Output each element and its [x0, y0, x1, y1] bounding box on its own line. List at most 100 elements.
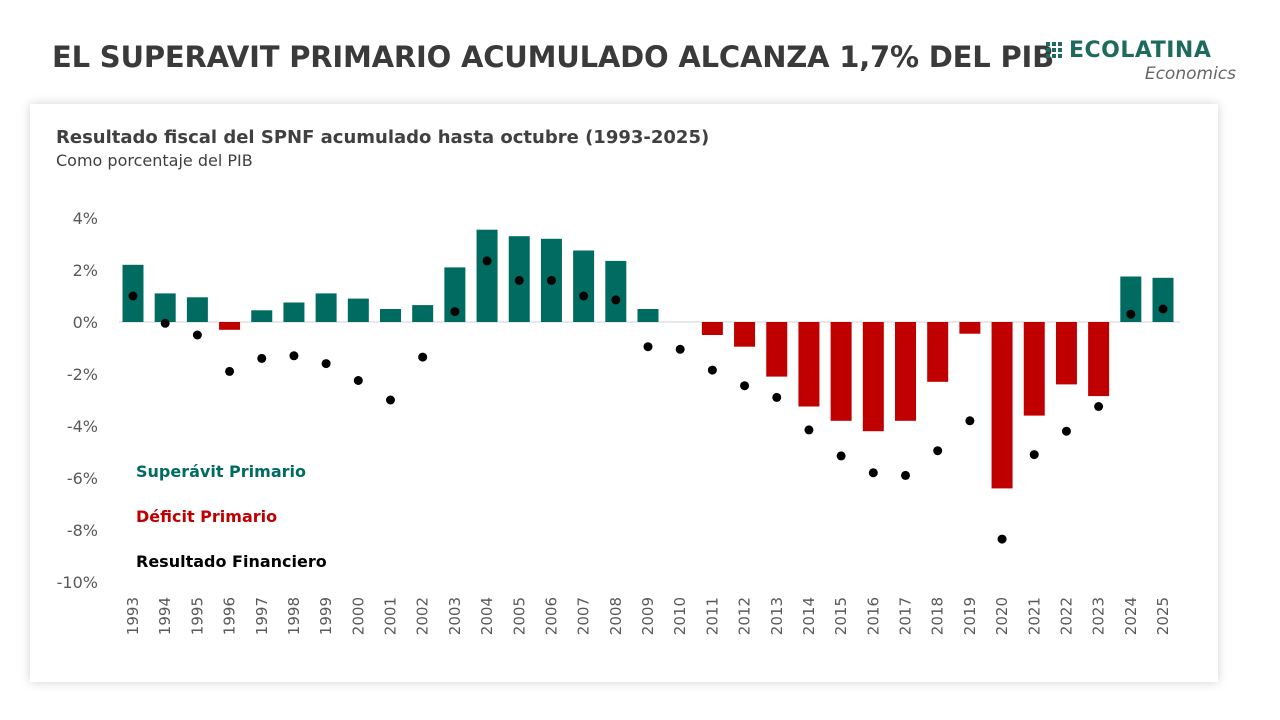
bars	[122, 229, 1174, 489]
dot-financial-2022	[1061, 426, 1071, 436]
x-tick-label: 1997	[253, 597, 271, 635]
bar-deficit-2021	[1023, 322, 1045, 416]
legend-surplus: Superávit Primario	[136, 462, 306, 481]
dot-financial-2008	[611, 295, 621, 305]
x-tick-label: 2014	[800, 597, 818, 635]
logo-grid-icon	[1046, 42, 1066, 60]
bar-surplus-1995	[186, 297, 208, 322]
dot-financial-2013	[772, 392, 782, 402]
x-tick-label: 2020	[993, 597, 1011, 635]
x-tick-label: 2022	[1057, 597, 1075, 635]
x-tick-label: 1998	[285, 597, 303, 635]
bar-deficit-2016	[862, 322, 884, 432]
dot-financial-2023	[1094, 402, 1104, 411]
x-tick-label: 2000	[349, 597, 367, 635]
y-tick-label: 4%	[73, 209, 98, 228]
x-tick-label: 2005	[510, 597, 528, 635]
ecolatina-logo: ECOLATINA Economics	[1046, 38, 1236, 88]
x-tick-label: 1996	[221, 597, 239, 635]
x-tick-label: 2023	[1090, 597, 1108, 635]
x-tick-label: 2017	[897, 597, 915, 635]
dot-financial-2004	[482, 256, 492, 266]
x-tick-label: 2001	[382, 597, 400, 635]
x-tick-label: 2006	[542, 597, 560, 635]
bar-surplus-2004	[476, 229, 498, 322]
bar-surplus-2000	[347, 298, 369, 322]
x-axis-ticks: 1993 1994 1995 1996 1997 1998 1999 2000 2001 2002…	[124, 597, 1172, 635]
bar-surplus-2002	[412, 305, 434, 322]
x-tick-label: 2018	[929, 597, 947, 635]
logo-name: ECOLATINA	[1069, 38, 1212, 63]
bar-surplus-2001	[380, 309, 401, 322]
x-tick-label: 2002	[414, 597, 432, 635]
bar-surplus-2025	[1152, 277, 1174, 322]
bar-surplus-1994	[154, 293, 176, 322]
bar-deficit-2022	[1055, 322, 1077, 385]
bar-deficit-2018	[927, 322, 949, 382]
bar-surplus-2007	[573, 250, 595, 322]
bar-deficit-2011	[701, 322, 723, 335]
y-axis-ticks: 4% 2% 0% -2% -4% -6% -8% -10%	[57, 209, 98, 592]
dot-financial-1993	[128, 291, 138, 301]
dot-financial-1997	[257, 353, 267, 363]
dot-financial-2019	[965, 416, 975, 426]
bar-surplus-2008	[605, 260, 627, 322]
legend-deficit: Déficit Primario	[136, 507, 278, 526]
dot-financial-2016	[868, 468, 878, 478]
dot-financial-2024	[1126, 309, 1136, 319]
dot-financial-2021	[1029, 450, 1039, 460]
dot-financial-2006	[546, 275, 556, 285]
dot-financial-2012	[740, 381, 750, 391]
bar-deficit-2013	[766, 322, 788, 377]
x-tick-label: 2015	[832, 597, 850, 635]
bar-surplus-1999	[315, 293, 337, 322]
dot-financial-2015	[836, 451, 846, 461]
dot-financial-1995	[192, 330, 202, 340]
x-tick-label: 1994	[156, 597, 174, 635]
x-tick-label: 2025	[1154, 597, 1172, 635]
logo-sub: Economics	[1144, 64, 1236, 84]
y-tick-label: -8%	[67, 521, 98, 540]
legend-financial: Resultado Financiero	[136, 552, 327, 571]
dot-financial-1998	[289, 351, 299, 361]
x-tick-label: 1995	[188, 597, 206, 635]
financial-dots	[128, 256, 1168, 544]
dot-financial-2001	[386, 395, 395, 405]
x-tick-label: 1999	[317, 597, 335, 635]
y-tick-label: 0%	[73, 313, 98, 332]
bar-deficit-2019	[959, 322, 981, 334]
bar-deficit-2015	[830, 322, 852, 421]
chart-title: Resultado fiscal del SPNF acumulado hast…	[56, 127, 710, 148]
x-tick-label: 2007	[575, 597, 593, 635]
chart-card	[30, 104, 1218, 682]
bar-surplus-1998	[283, 302, 305, 322]
dot-financial-2005	[514, 275, 524, 285]
dot-financial-2014	[804, 425, 814, 435]
bar-deficit-2020	[991, 322, 1013, 489]
dot-financial-2010	[675, 344, 685, 354]
dot-financial-2020	[997, 534, 1007, 544]
dot-financial-2007	[579, 291, 589, 301]
x-tick-label: 2003	[446, 597, 464, 635]
x-tick-label: 2016	[864, 597, 882, 635]
dot-financial-1999	[321, 359, 331, 369]
dot-financial-2009	[643, 342, 653, 352]
dot-financial-2002	[418, 352, 428, 362]
bar-deficit-2012	[734, 322, 756, 347]
dot-financial-2011	[707, 365, 717, 375]
bar-surplus-2024	[1120, 276, 1142, 322]
bar-deficit-2017	[895, 322, 916, 421]
dot-financial-2025	[1158, 304, 1168, 314]
y-tick-label: 2%	[73, 261, 98, 280]
x-tick-label: 2010	[671, 597, 689, 635]
bar-surplus-2003	[444, 267, 466, 322]
x-tick-label: 2012	[736, 597, 754, 635]
dot-financial-2017	[901, 470, 910, 480]
dot-financial-2003	[450, 307, 460, 317]
bar-deficit-2014	[798, 322, 820, 407]
x-tick-label: 2013	[768, 597, 786, 635]
bar-deficit-2023	[1088, 322, 1110, 397]
x-tick-label: 2011	[703, 597, 721, 635]
x-tick-label: 2004	[478, 597, 496, 635]
chart-subtitle: Como porcentaje del PIB	[56, 151, 253, 170]
